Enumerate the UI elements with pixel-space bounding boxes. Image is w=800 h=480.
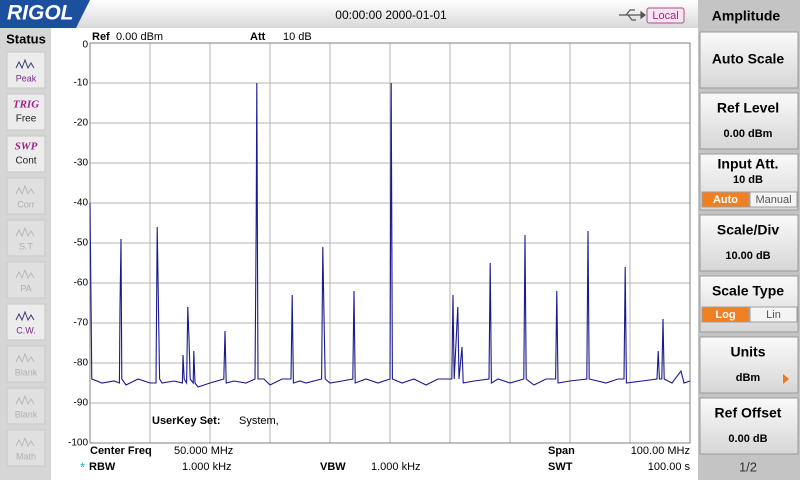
status-cell bbox=[6, 303, 46, 341]
y-tick-label: -10 bbox=[74, 78, 89, 89]
menu-value: 0.00 dB bbox=[728, 433, 767, 445]
y-tick-label: -20 bbox=[74, 118, 89, 129]
att-value: 10 dB bbox=[283, 31, 312, 43]
status-cell bbox=[6, 135, 46, 173]
status-glyph bbox=[15, 436, 35, 448]
y-tick-label: -50 bbox=[74, 238, 89, 249]
menu-page: 1/2 bbox=[739, 459, 757, 474]
center-value: 50.000 MHz bbox=[174, 445, 233, 457]
status-cell bbox=[6, 93, 46, 131]
status-glyph bbox=[15, 268, 35, 280]
trace bbox=[89, 82, 691, 388]
menu-title: Amplitude bbox=[712, 8, 781, 24]
menu-button[interactable] bbox=[699, 31, 799, 89]
status-glyph bbox=[15, 394, 35, 406]
y-tick-label: -70 bbox=[74, 318, 89, 329]
menu-option[interactable] bbox=[749, 306, 798, 323]
menu-option-label: Manual bbox=[755, 194, 791, 206]
y-tick-label: -90 bbox=[74, 398, 89, 409]
span-label: Span bbox=[548, 445, 575, 457]
menu-value: 10.00 dB bbox=[725, 250, 770, 262]
menu-option-label: Auto bbox=[713, 194, 738, 206]
center-label: Center Freq bbox=[90, 445, 152, 457]
menu-label: Units bbox=[731, 344, 766, 360]
userkey-label: UserKey Set: bbox=[152, 415, 220, 427]
ref-value: 0.00 dBm bbox=[116, 31, 163, 43]
status-cell bbox=[6, 51, 46, 89]
rbw-value: 1.000 kHz bbox=[182, 461, 232, 473]
menu-value: 0.00 dBm bbox=[724, 128, 773, 140]
status-label: Peak bbox=[16, 73, 37, 83]
status-label: Blank bbox=[15, 409, 38, 419]
swt-label: SWT bbox=[548, 461, 573, 473]
swt-value: 100.00 s bbox=[648, 461, 691, 473]
mode: Local bbox=[652, 10, 678, 22]
status-tag: SWP bbox=[15, 141, 38, 153]
menu-label: Scale/Div bbox=[717, 222, 779, 238]
status-label: Math bbox=[16, 451, 36, 461]
status-label: Free bbox=[16, 114, 37, 125]
menu-button[interactable] bbox=[699, 275, 799, 333]
status-glyph bbox=[15, 352, 35, 364]
userkey-value: System, bbox=[239, 415, 279, 427]
status-cell bbox=[6, 429, 46, 467]
datetime: 00:00:00 2000-01-01 bbox=[335, 8, 447, 22]
status-cell bbox=[6, 387, 46, 425]
status-glyph bbox=[15, 184, 35, 196]
y-tick-label: -30 bbox=[74, 158, 89, 169]
status-label: S.T bbox=[19, 241, 34, 251]
usb-icon bbox=[619, 9, 646, 21]
status-cell bbox=[6, 345, 46, 383]
menu-option[interactable] bbox=[749, 191, 798, 208]
vbw-value: 1.000 kHz bbox=[371, 461, 421, 473]
status-label: Blank bbox=[15, 367, 38, 377]
menu-button[interactable] bbox=[699, 92, 799, 150]
status-tag: TRIG bbox=[13, 99, 39, 111]
rbw-label: RBW bbox=[89, 461, 116, 473]
status-label: C.W. bbox=[16, 325, 36, 335]
menu-option-label: Log bbox=[715, 309, 735, 321]
status-cell bbox=[6, 219, 46, 257]
menu-label: Auto Scale bbox=[712, 51, 785, 67]
top-bar bbox=[0, 0, 698, 28]
menu-label: Input Att. bbox=[718, 156, 779, 172]
menu-button[interactable] bbox=[699, 214, 799, 272]
status-glyph bbox=[15, 310, 35, 322]
display-area bbox=[51, 28, 698, 480]
menu-value: dBm bbox=[736, 372, 761, 384]
menu-label: Ref Offset bbox=[715, 405, 782, 421]
status-cell bbox=[6, 177, 46, 215]
status-label: Corr bbox=[17, 199, 35, 209]
status-glyph bbox=[15, 58, 35, 70]
att-label: Att bbox=[250, 31, 266, 43]
brand: RIGOL bbox=[7, 2, 74, 25]
y-tick-label: 0 bbox=[82, 40, 88, 51]
menu-label: Scale Type bbox=[712, 283, 784, 299]
span-value: 100.00 MHz bbox=[631, 445, 690, 457]
status-cell bbox=[6, 261, 46, 299]
menu-option-label: Lin bbox=[766, 309, 781, 321]
menu-value: 10 dB bbox=[733, 174, 763, 186]
logo-background bbox=[0, 0, 90, 28]
y-tick-label: -60 bbox=[74, 278, 89, 289]
y-tick-label: -100 bbox=[68, 438, 88, 449]
menu-option[interactable] bbox=[701, 191, 750, 208]
local-badge bbox=[646, 7, 685, 24]
status-glyph bbox=[15, 226, 35, 238]
y-tick-label: -40 bbox=[74, 198, 89, 209]
menu-label: Ref Level bbox=[717, 100, 779, 116]
y-tick-label: -80 bbox=[74, 358, 89, 369]
menu-button[interactable] bbox=[699, 397, 799, 455]
menu-option[interactable] bbox=[701, 306, 750, 323]
status-label: PA bbox=[20, 283, 31, 293]
submenu-arrow bbox=[783, 374, 789, 384]
vbw-label: VBW bbox=[320, 461, 346, 473]
rbw-marker: * bbox=[80, 459, 85, 474]
status-label: Cont bbox=[15, 156, 36, 167]
menu-button[interactable] bbox=[699, 336, 799, 394]
ref-label: Ref bbox=[92, 31, 110, 43]
status-title: Status bbox=[6, 31, 46, 46]
